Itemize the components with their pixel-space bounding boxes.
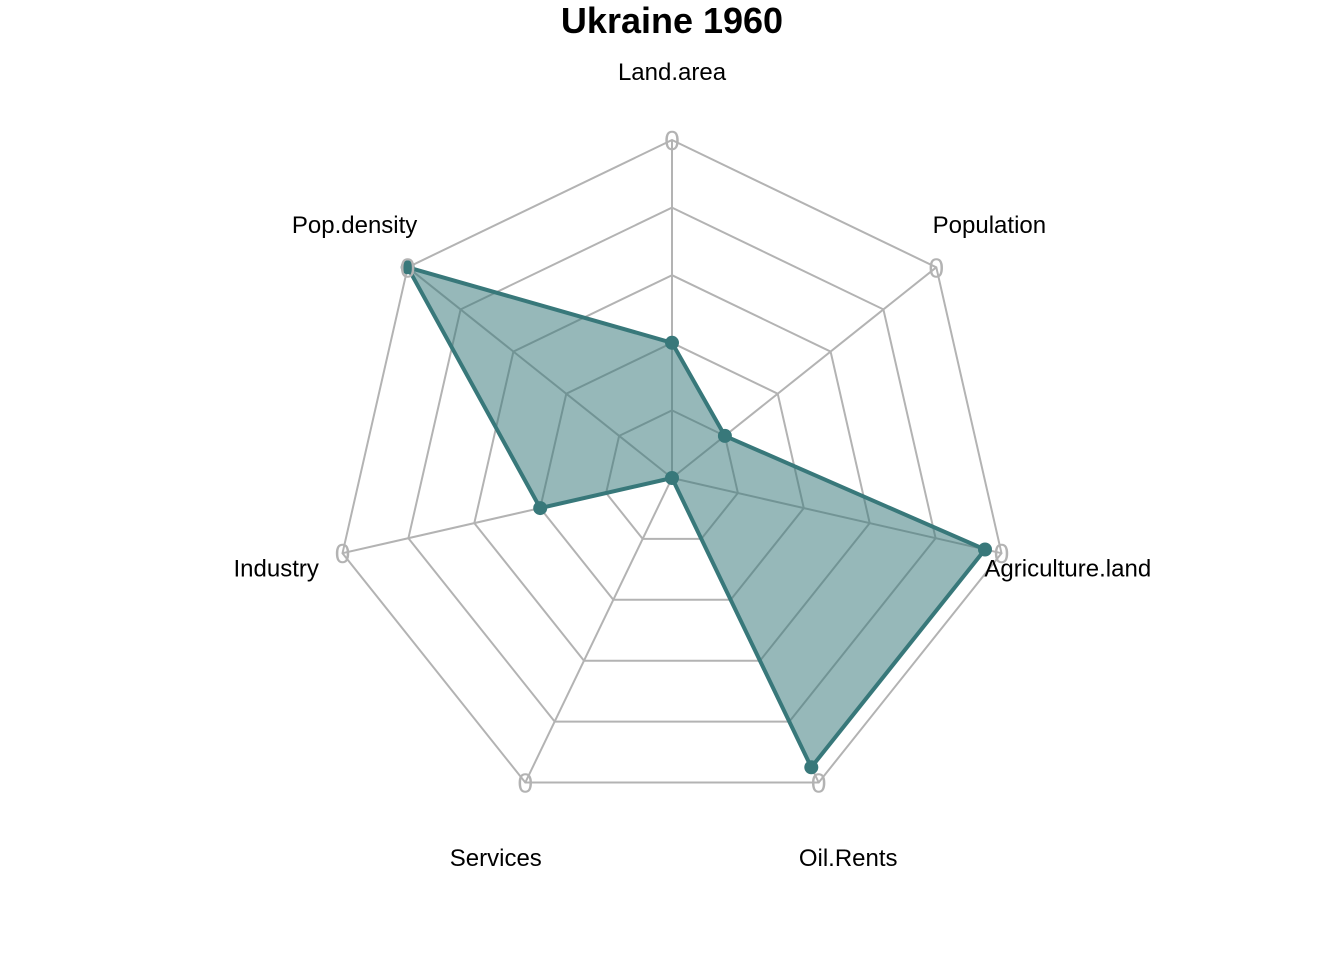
axis-labels: Land.area Population Agriculture.land Oil.R… <box>234 59 1152 872</box>
axis-label-Agriculture.land: Agriculture.land <box>984 555 1151 582</box>
series-line <box>405 265 987 770</box>
data-point-Services <box>665 471 679 485</box>
tick-label-Oil.Rents: 0 <box>811 768 827 799</box>
series-layer <box>400 260 992 775</box>
axis-label-Services: Services <box>450 845 542 872</box>
series-area <box>407 267 985 768</box>
tick-label-Pop.density: 0 <box>400 252 416 283</box>
data-point-Industry <box>533 501 548 516</box>
data-point-Pop.density <box>400 260 415 275</box>
axis-label-Oil.Rents: Oil.Rents <box>799 845 898 872</box>
outer-tick-labels: 0 0 0 0 0 0 0 <box>335 125 1010 799</box>
axis-label-Industry: Industry <box>234 555 319 582</box>
tick-label-Industry: 0 <box>335 538 351 569</box>
chart-title: Ukraine 1960 <box>561 0 783 41</box>
tick-label-Land.area: 0 <box>664 125 680 156</box>
grid-ring-5 <box>341 138 1003 784</box>
tick-label-Services: 0 <box>518 768 534 799</box>
tick-label-Agriculture.land: 0 <box>994 538 1010 569</box>
spoke-Services <box>524 477 673 783</box>
tick-label-Population: 0 <box>929 252 945 283</box>
axis-label-Land.area: Land.area <box>618 59 727 86</box>
data-point-Land.area <box>665 335 679 350</box>
data-point-Agriculture.land <box>978 542 992 557</box>
data-point-Oil.Rents <box>804 760 819 775</box>
axis-label-Population: Population <box>933 212 1046 239</box>
axis-label-Pop.density: Pop.density <box>292 212 417 239</box>
data-point-Population <box>717 428 732 443</box>
